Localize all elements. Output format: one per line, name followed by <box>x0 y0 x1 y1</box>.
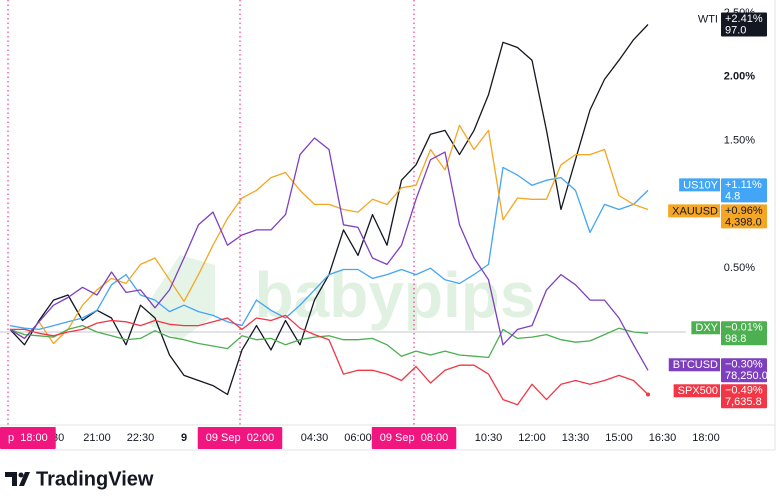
legend-name-box <box>673 384 720 398</box>
x-tick-label: 10:30 <box>475 432 503 444</box>
marker-box <box>371 427 457 449</box>
legend-item: XAUUSD +0.96%4,398.0 <box>668 204 767 229</box>
y-tick-label: 1.50% <box>724 135 755 147</box>
legend-name: XAUUSD <box>672 205 718 217</box>
legend-item: US10Y +1.11%4.8 <box>679 178 767 203</box>
x-tick-label: 15:00 <box>605 432 633 444</box>
legend-name: US10Y <box>683 179 719 191</box>
legend-item: DXY −0.01%98.8 <box>691 321 767 346</box>
marker-box <box>0 427 56 449</box>
brand-icon-dot <box>18 472 24 478</box>
legend-name-box <box>693 12 720 26</box>
legend-name: WTI <box>698 13 718 25</box>
last-point <box>646 392 650 397</box>
x-tick-label: 13:30 <box>562 432 590 444</box>
marker-label: 09 Sep 02:00 <box>197 427 283 449</box>
x-tick-label: 21:00 <box>83 432 111 444</box>
legend-value-box <box>721 321 767 346</box>
brand-logo: TradingView <box>5 468 154 490</box>
series-line <box>10 314 649 406</box>
watermark-shape <box>150 255 215 340</box>
brand-name: TradingView <box>36 468 154 490</box>
legend-value-box <box>721 204 767 229</box>
legend-change: −0.49% <box>725 385 763 397</box>
brand-icon <box>5 472 30 486</box>
series-line <box>9 324 649 359</box>
x-tick-label: 18:00 <box>692 432 720 444</box>
x-tick-label: 06:00 <box>344 432 372 444</box>
x-tick-label: 22:30 <box>127 432 155 444</box>
legend-name-box <box>691 321 720 335</box>
series-line <box>9 124 649 345</box>
legend-change: +1.11% <box>725 179 762 191</box>
legend-item: WTI +2.41%97.0 <box>693 12 767 37</box>
legend-item: BTCUSD −0.30%78,250.0 <box>668 358 768 383</box>
watermark: babypips <box>255 259 536 331</box>
x-tick-label: 16:30 <box>649 432 677 444</box>
legend-value-box <box>721 384 767 409</box>
series-line <box>9 137 649 371</box>
series-line <box>9 166 649 331</box>
legend-name-box <box>668 358 720 372</box>
x-tick-label: 9 <box>181 432 187 444</box>
legend-name: BTCUSD <box>673 359 718 371</box>
legend-name-box <box>679 178 720 192</box>
legend-last: 98.8 <box>725 333 746 345</box>
legend-change: −0.30% <box>725 359 763 371</box>
marker-text: 09 Sep 08:00 <box>380 432 449 444</box>
legend-item: SPX500 −0.49%7,635.8 <box>673 384 767 409</box>
x-tick-label: 04:30 <box>301 432 329 444</box>
legend-last: 4,398.0 <box>725 216 762 228</box>
x-tick-label: 12:00 <box>518 432 546 444</box>
legend-last: 4.8 <box>725 190 740 202</box>
legend-change: +2.41% <box>725 13 763 25</box>
marker-text: p 18:00 <box>8 432 48 444</box>
marker-text: 09 Sep 02:00 <box>206 432 275 444</box>
y-tick-label: 0.50% <box>724 262 755 274</box>
legend-change: +0.96% <box>725 205 763 217</box>
legend-last: 78,250.0 <box>725 370 768 382</box>
legend-value-box <box>721 358 767 383</box>
legend-last: 97.0 <box>725 24 746 36</box>
marker-box <box>197 427 283 449</box>
legend-name-box <box>668 204 720 218</box>
legend-value-box <box>721 12 767 37</box>
marker-label: p 18:00 <box>0 427 56 449</box>
legend-change: −0.01% <box>725 322 763 334</box>
legend-name: DXY <box>695 322 718 334</box>
y-tick-label: 2.00% <box>724 71 755 83</box>
legend-name: SPX500 <box>678 385 718 397</box>
legend-value-box <box>721 178 767 203</box>
legend-last: 7,635.8 <box>725 396 762 408</box>
marker-label: 09 Sep 08:00 <box>371 427 457 449</box>
